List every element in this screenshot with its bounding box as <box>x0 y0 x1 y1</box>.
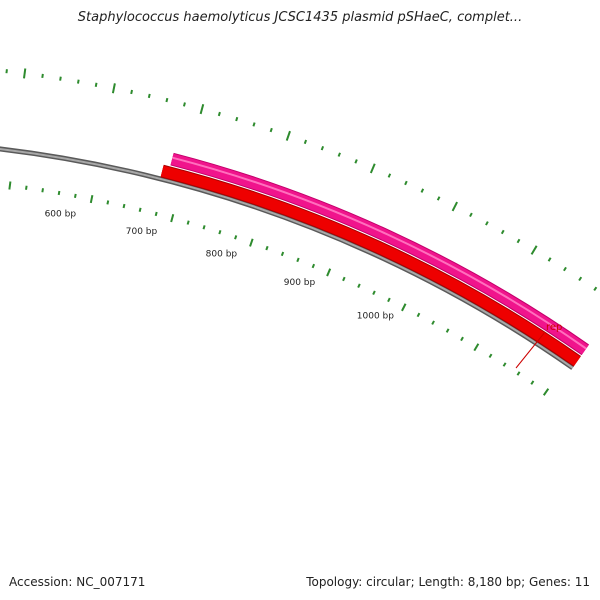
major-tick <box>111 83 116 94</box>
minor-tick <box>445 328 450 333</box>
minor-tick <box>431 320 435 325</box>
backbone-line <box>0 147 574 369</box>
minor-tick <box>469 212 473 218</box>
major-tick <box>199 104 205 115</box>
minor-tick <box>563 266 567 272</box>
major-tick <box>326 268 332 277</box>
minor-tick <box>59 76 62 81</box>
minor-tick <box>130 89 134 95</box>
minor-tick <box>387 173 392 178</box>
backbone-outline <box>0 146 575 370</box>
minor-tick <box>420 188 425 193</box>
minor-tick <box>516 371 521 376</box>
minor-tick <box>357 283 361 288</box>
feature-red <box>160 165 581 366</box>
minor-tick <box>186 220 190 225</box>
feature-track <box>160 152 590 367</box>
gene-labels: rep <box>515 322 562 369</box>
minor-tick <box>488 353 493 359</box>
minor-tick <box>218 229 222 235</box>
major-tick <box>170 214 175 223</box>
minor-tick <box>76 79 80 84</box>
minor-tick <box>436 196 441 201</box>
minor-tick <box>578 276 583 282</box>
major-tick <box>8 181 12 190</box>
minor-tick <box>416 312 421 318</box>
major-tick <box>249 238 254 247</box>
major-tick <box>530 245 538 255</box>
scale-label: 600 bp <box>45 210 77 220</box>
major-tick <box>542 388 550 396</box>
major-tick <box>369 163 376 174</box>
minor-tick <box>342 276 346 282</box>
scale-label: 700 bp <box>126 227 158 237</box>
minor-tick <box>202 225 206 230</box>
topology-summary: Topology: circular; Length: 8,180 bp; Ge… <box>306 575 590 589</box>
minor-tick <box>154 211 158 217</box>
accession-label: Accession: NC_007171 <box>9 575 146 589</box>
major-tick <box>401 303 407 312</box>
minor-tick <box>235 116 239 122</box>
major-tick <box>22 68 27 79</box>
minor-tick <box>94 82 98 87</box>
minor-tick <box>296 257 300 263</box>
plasmid-backbone <box>0 146 575 370</box>
minor-tick <box>265 245 269 251</box>
minor-tick <box>252 122 256 127</box>
minor-tick <box>57 190 61 196</box>
minor-tick <box>372 290 376 295</box>
minor-tick <box>165 97 169 103</box>
minor-tick <box>530 380 535 385</box>
minor-tick <box>269 127 273 133</box>
inner-tick-track <box>8 181 550 396</box>
minor-tick <box>311 263 316 269</box>
feature-rep-highlight <box>172 156 587 350</box>
major-tick <box>451 201 458 212</box>
minor-tick <box>280 251 285 257</box>
minor-tick <box>106 200 110 205</box>
minor-tick <box>147 93 151 99</box>
major-tick <box>89 194 94 204</box>
minor-tick <box>138 207 142 213</box>
minor-tick <box>182 102 186 107</box>
scale-label: 900 bp <box>284 278 316 288</box>
rep-label-leader <box>515 331 546 369</box>
gene-label-rep: rep <box>546 322 562 333</box>
outer-tick-track <box>5 68 598 292</box>
minor-tick <box>485 221 489 226</box>
minor-tick <box>460 336 464 342</box>
minor-tick <box>404 180 408 186</box>
minor-tick <box>73 193 77 199</box>
minor-tick <box>502 362 507 367</box>
minor-tick <box>217 111 221 117</box>
minor-tick <box>320 145 325 151</box>
minor-tick <box>41 188 44 193</box>
feature-red-outline <box>160 164 582 367</box>
minor-tick <box>25 185 28 190</box>
major-tick <box>285 130 291 141</box>
scale-label: 800 bp <box>206 250 238 260</box>
scale-label: 1000 bp <box>357 312 394 322</box>
minor-tick <box>303 139 308 145</box>
map-title: Staphylococcus haemolyticus JCSC1435 pla… <box>77 10 523 25</box>
minor-tick <box>516 238 521 244</box>
minor-tick <box>500 229 505 235</box>
minor-tick <box>234 235 238 240</box>
feature-rep <box>170 153 589 355</box>
major-tick <box>473 343 480 352</box>
minor-tick <box>122 203 126 209</box>
minor-tick <box>593 286 598 292</box>
minor-tick <box>337 152 341 157</box>
minor-tick <box>354 159 358 164</box>
minor-tick <box>387 297 391 303</box>
minor-tick <box>41 73 44 79</box>
minor-tick <box>547 257 552 262</box>
